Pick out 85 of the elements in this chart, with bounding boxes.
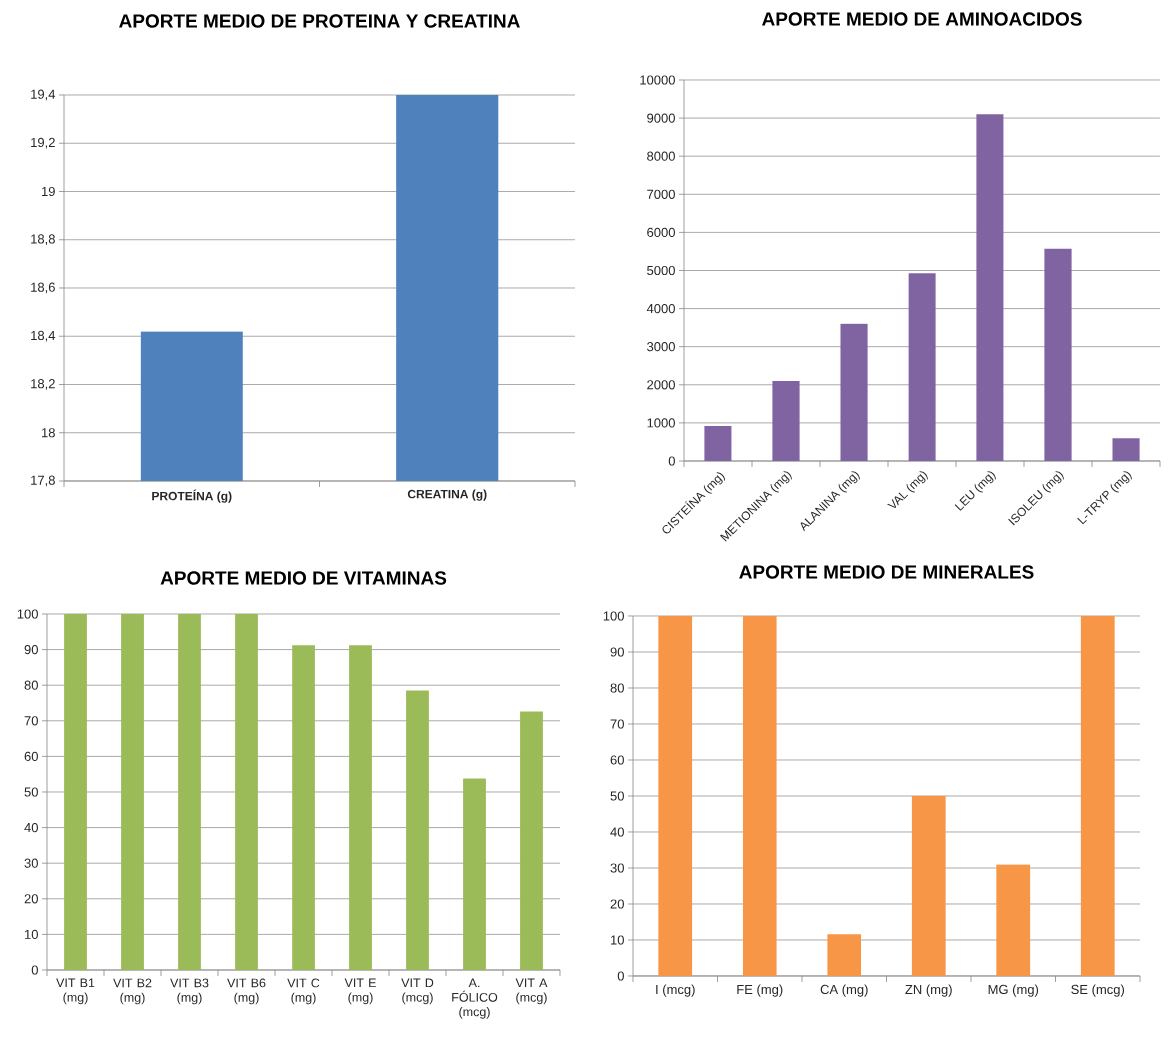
- y-tick-label: 0: [668, 456, 675, 466]
- x-tick-label: SE (mcg): [1071, 984, 1125, 997]
- y-tick-label: 0: [31, 965, 38, 975]
- y-tick-label: 5000: [647, 265, 675, 276]
- y-tick-label: 9000: [647, 113, 675, 123]
- y-tick-label: 19,2: [31, 137, 55, 149]
- y-tick-label: 40: [24, 822, 38, 833]
- bar: [121, 613, 144, 970]
- x-tick-label: VIT B3 (mg): [170, 978, 209, 1005]
- bar: [292, 645, 315, 970]
- bar: [996, 864, 1031, 976]
- bar: [349, 645, 372, 970]
- bar: [827, 934, 862, 976]
- y-tick-label: 40: [610, 827, 624, 837]
- y-tick-label: 30: [610, 863, 624, 873]
- bar: [520, 711, 543, 970]
- y-tick-label: 1000: [647, 418, 675, 428]
- y-tick-label: 0: [617, 971, 624, 981]
- chart-title: APORTE MEDIO DE PROTEINA Y CREATINA: [119, 14, 520, 28]
- x-tick-label: MG (mg): [988, 984, 1039, 997]
- x-tick-label: I (mcg): [656, 984, 695, 997]
- x-tick-label: VIT E (mg): [344, 978, 376, 1005]
- x-tick-label: VIT B1 (mg): [56, 978, 95, 1005]
- bar: [463, 778, 486, 970]
- bar: [908, 273, 936, 461]
- y-tick-label: 60: [610, 755, 624, 765]
- y-tick-label: 60: [24, 751, 38, 761]
- y-tick-label: 18,8: [31, 234, 55, 246]
- y-tick-label: 19: [42, 186, 55, 197]
- chart-title: APORTE MEDIO DE MINERALES: [739, 565, 1034, 579]
- x-tick-label: VIT A (mcg): [515, 978, 548, 1005]
- y-tick-label: 30: [24, 858, 38, 868]
- bar: [840, 323, 868, 461]
- bar: [976, 114, 1004, 461]
- bar: [772, 380, 800, 461]
- y-tick-label: 70: [24, 716, 38, 726]
- x-tick-label: CREATINA (g): [407, 489, 487, 501]
- bar: [1080, 615, 1115, 976]
- bar: [406, 690, 429, 970]
- x-tick-label: VIT D (mcg): [401, 978, 434, 1005]
- y-tick-label: 50: [610, 791, 624, 801]
- y-tick-label: 18,4: [31, 330, 56, 342]
- y-tick-label: 18,6: [31, 282, 55, 294]
- y-tick-label: 6000: [647, 227, 675, 237]
- y-tick-label: 80: [24, 680, 38, 690]
- chart-title: APORTE MEDIO DE AMINOACIDOS: [762, 12, 1082, 26]
- y-tick-label: 17,8: [31, 475, 55, 487]
- y-tick-label: 90: [24, 644, 38, 655]
- x-tick-label: VIT B6 (mg): [227, 978, 266, 1005]
- x-tick-label: A. FÓLICO (mcg): [452, 978, 498, 1019]
- y-tick-label: 10: [25, 929, 38, 939]
- bar: [704, 425, 732, 461]
- y-tick-label: 100: [603, 611, 624, 621]
- bar: [658, 615, 693, 976]
- y-tick-label: 18,2: [31, 379, 55, 390]
- bar: [742, 615, 777, 976]
- y-tick-label: 18: [42, 428, 55, 438]
- bar: [911, 795, 946, 976]
- x-tick-label: PROTEÍNA (g): [152, 489, 232, 503]
- y-tick-label: 20: [610, 899, 624, 909]
- bar: [1112, 438, 1140, 461]
- y-tick-label: 10: [611, 935, 624, 945]
- chart-title: APORTE MEDIO DE VITAMINAS: [160, 571, 447, 585]
- y-tick-label: 8000: [647, 151, 675, 161]
- y-tick-label: 7000: [647, 189, 675, 199]
- y-tick-label: 10000: [640, 75, 675, 85]
- x-tick-label: FE (mg): [737, 984, 783, 997]
- x-tick-label: VIT B2 (mg): [113, 978, 152, 1005]
- y-tick-label: 80: [610, 683, 624, 693]
- x-tick-label: VIT C (mg): [287, 978, 320, 1005]
- y-tick-label: 3000: [647, 342, 675, 352]
- bar: [64, 613, 87, 970]
- y-tick-label: 90: [610, 647, 624, 657]
- y-tick-label: 4000: [646, 303, 675, 314]
- bar: [178, 613, 201, 970]
- y-tick-label: 100: [17, 609, 38, 619]
- bar: [1044, 248, 1072, 461]
- x-tick-label: CA (mg): [820, 984, 868, 997]
- y-tick-label: 2000: [647, 380, 675, 390]
- y-tick-label: 19,4: [31, 89, 56, 101]
- y-tick-label: 70: [610, 719, 624, 729]
- y-tick-label: 50: [24, 787, 38, 797]
- x-tick-label: ZN (mg): [905, 984, 952, 997]
- y-tick-label: 20: [24, 894, 38, 904]
- bar: [235, 613, 258, 970]
